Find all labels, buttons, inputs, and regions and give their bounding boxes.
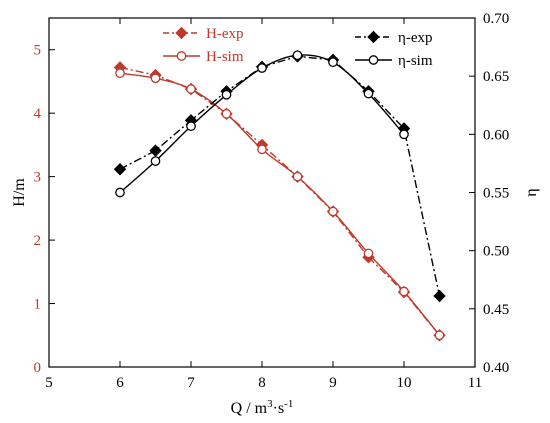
x-tick-label: 10 (397, 375, 412, 391)
x-tick-label: 9 (329, 375, 337, 391)
x-axis-title-main: Q / m (231, 400, 268, 417)
y-right-tick-label: 0.70 (483, 11, 509, 27)
data-point (292, 171, 303, 182)
x-tick-label: 6 (116, 375, 124, 391)
x-axis-title-mid: ·s (273, 400, 285, 417)
data-point (221, 89, 232, 100)
data-point (399, 286, 409, 297)
y-right-tick-label: 0.45 (483, 302, 509, 318)
legend-label: η-exp (398, 30, 433, 46)
legend: H-exp H-sim η-exp η-sim (163, 26, 433, 69)
y-right-axis-title: η (523, 188, 540, 196)
x-tick-label: 8 (258, 375, 266, 391)
y-left-tick-label: 2 (34, 233, 42, 249)
data-point (115, 68, 125, 79)
legend-marker (176, 51, 187, 61)
axes: 5 6 7 8 9 10 11 0 1 2 3 4 5 0.40 0.45 0.50 0.55 0.60 0.65 0… (11, 11, 540, 417)
y-right-tick-label: 0.40 (483, 360, 509, 376)
series-line (119, 55, 441, 297)
y-right-tick-label: 0.50 (483, 244, 509, 260)
data-point (257, 144, 267, 155)
series-line (119, 54, 405, 194)
data-point (257, 63, 267, 73)
data-point (186, 121, 196, 132)
series-H-sim (115, 68, 445, 341)
y-left-axis-title: H/m (11, 178, 28, 207)
data-point (150, 156, 161, 166)
y-left-tick-label: 4 (34, 106, 42, 122)
x-axis-title-sup2: -1 (284, 398, 293, 410)
legend-marker (175, 26, 188, 40)
legend-item: H-sim (163, 49, 244, 65)
legend-item: η-sim (355, 53, 433, 69)
series-line (119, 66, 441, 336)
data-point (363, 88, 374, 99)
data-point (433, 289, 446, 303)
data-point (113, 163, 127, 176)
series (113, 50, 446, 342)
y-left-tick-label: 5 (34, 43, 42, 59)
data-point (328, 206, 338, 217)
legend-label: η-sim (398, 53, 433, 69)
data-point (149, 144, 162, 157)
y-left-tick-label: 1 (34, 297, 42, 313)
data-point (434, 330, 445, 341)
legend-marker (368, 55, 379, 65)
x-tick-label: 5 (45, 375, 53, 391)
data-point (115, 187, 125, 198)
legend-item: η-exp (355, 30, 433, 46)
x-tick-label: 11 (468, 375, 482, 391)
x-axis-title: Q / m3·s-1 (231, 398, 294, 417)
legend-label: H-sim (206, 49, 244, 65)
y-right-tick-label: 0.65 (483, 69, 509, 85)
series-η-sim (115, 50, 409, 198)
data-point (150, 73, 161, 84)
series-line (119, 72, 441, 336)
data-point (292, 50, 303, 61)
y-right-tick-label: 0.60 (483, 127, 509, 143)
x-tick-label: 7 (187, 375, 195, 391)
legend-item: H-exp (163, 26, 244, 42)
x-axis-title-sup1: 3 (267, 398, 273, 410)
data-point (363, 248, 374, 259)
data-point (328, 57, 338, 68)
y-left-tick-label: 3 (34, 170, 42, 186)
data-point (221, 108, 232, 119)
series-η-exp (113, 50, 446, 303)
data-point (399, 129, 409, 140)
series-H-exp (113, 61, 446, 342)
data-point (186, 84, 196, 94)
y-right-tick-label: 0.55 (483, 186, 509, 202)
legend-marker (367, 30, 380, 44)
y-left-tick-label: 0 (34, 360, 42, 376)
legend-label: H-exp (206, 26, 244, 42)
